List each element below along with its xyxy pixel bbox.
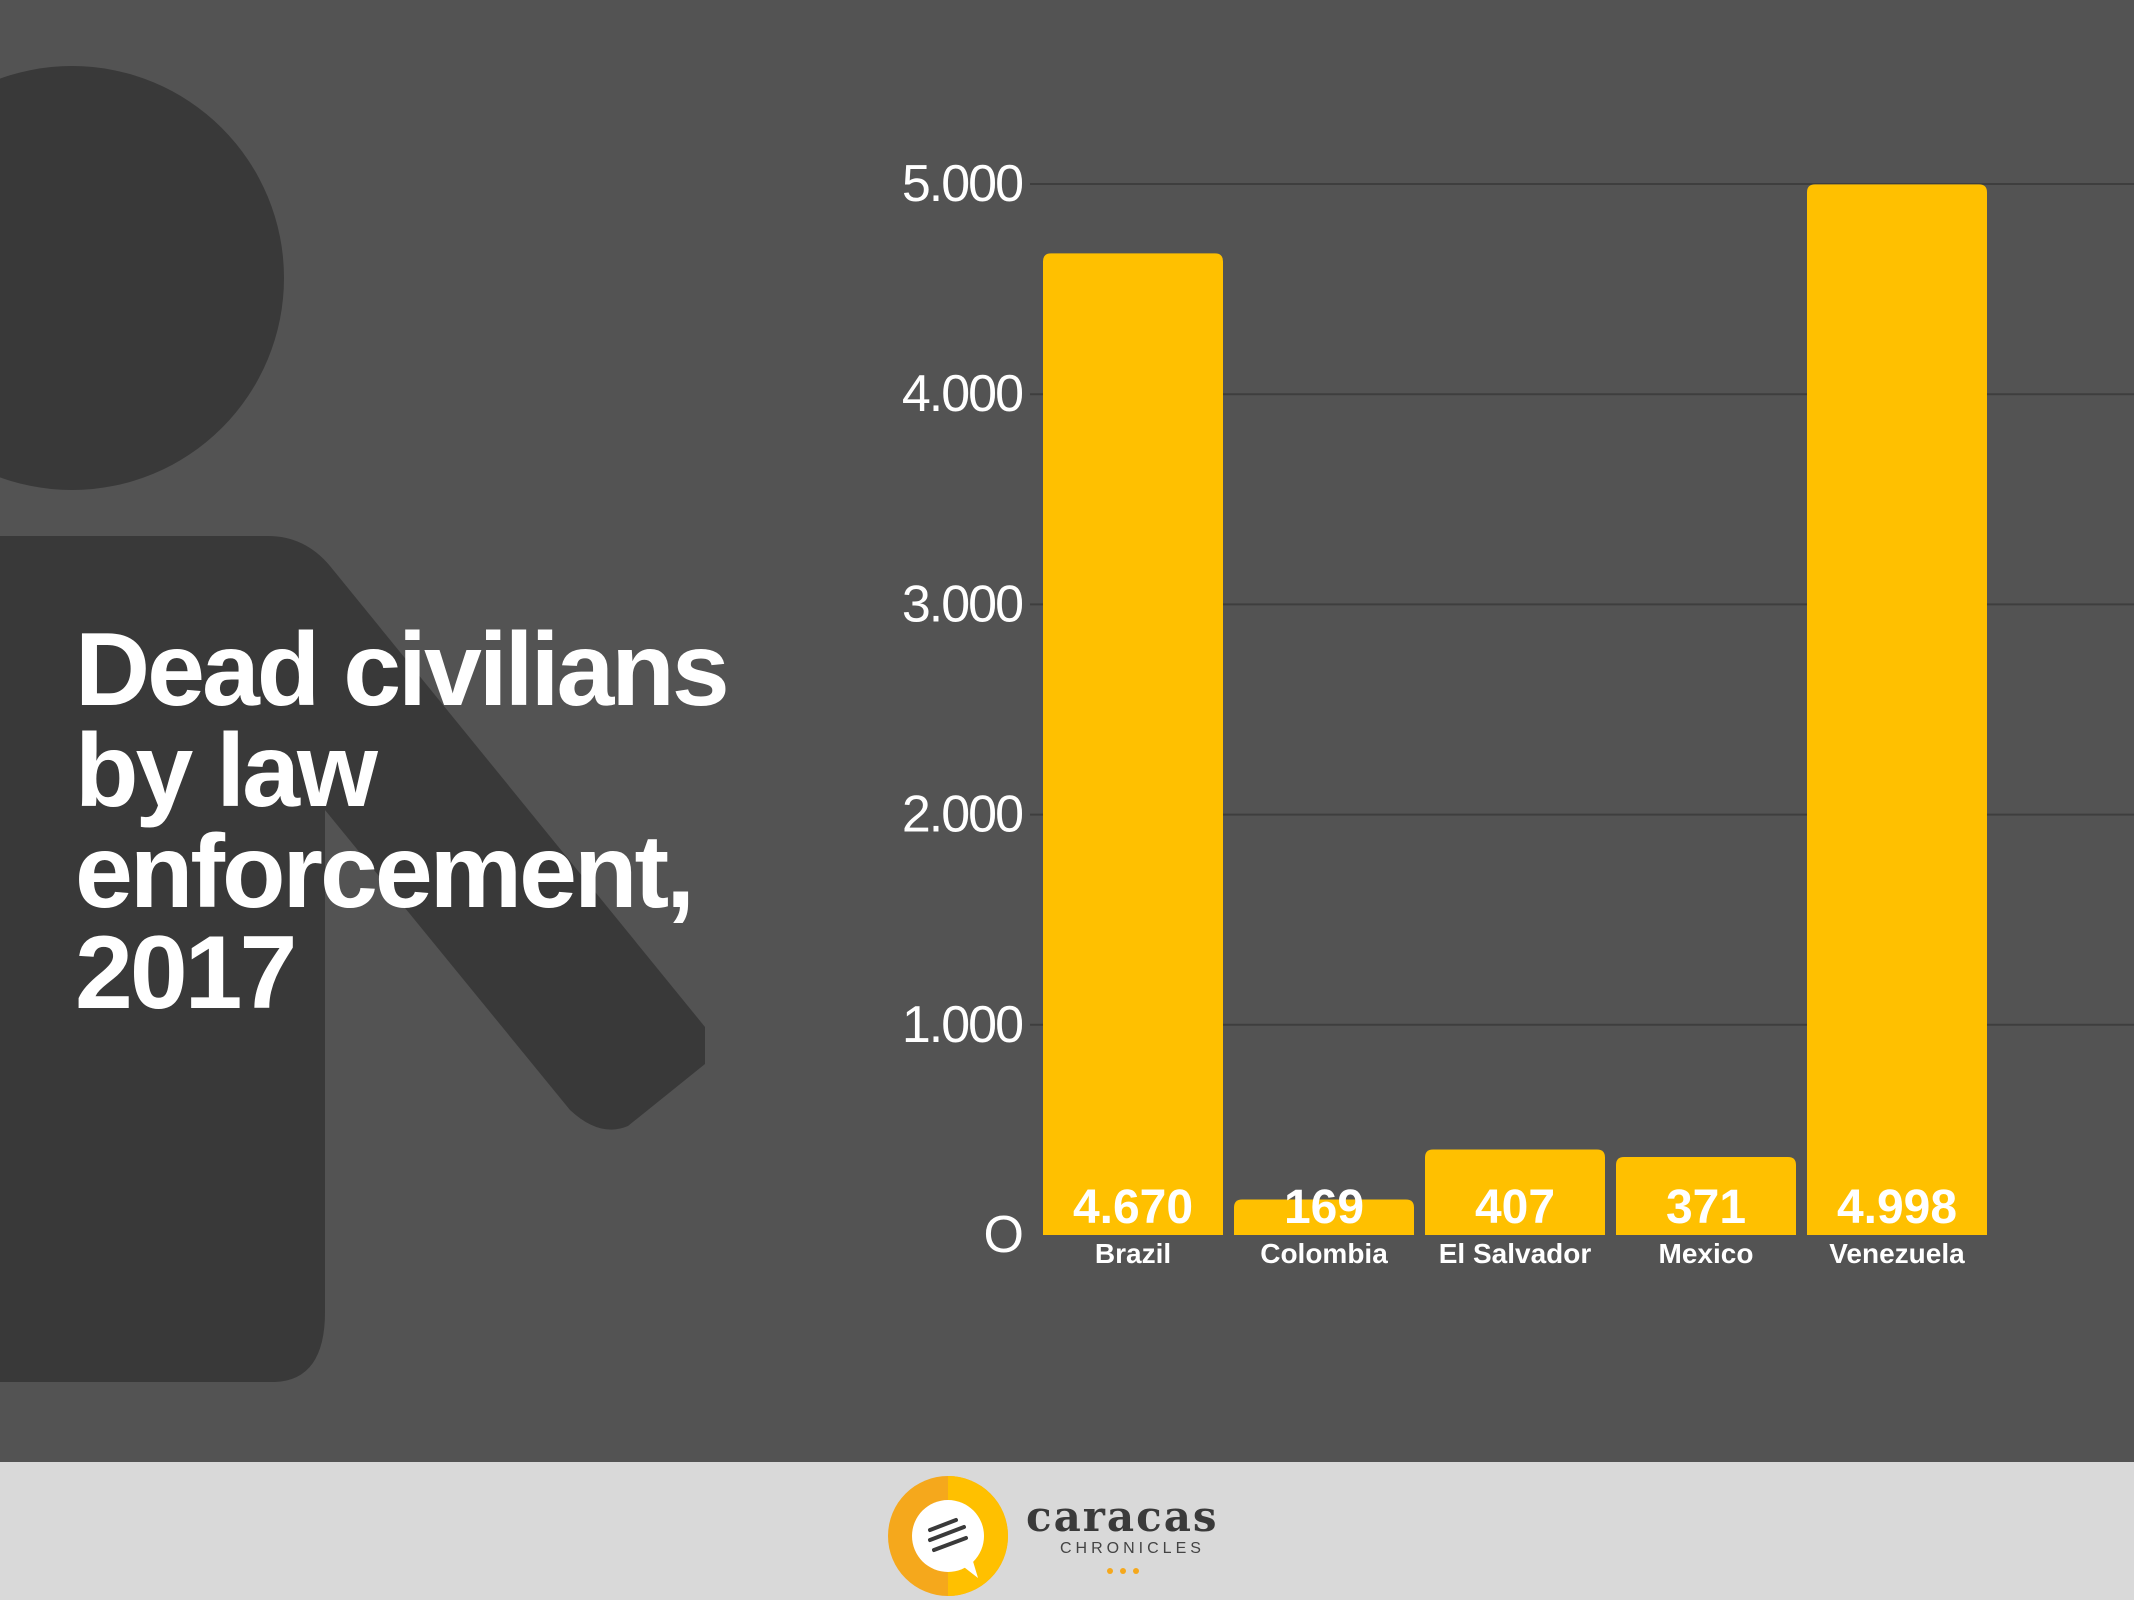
x-tick-label: Mexico — [1659, 1238, 1754, 1269]
value-label: 4.998 — [1837, 1181, 1957, 1234]
value-label: 371 — [1666, 1181, 1746, 1234]
y-tick-label: 4.000 — [902, 365, 1022, 423]
value-label: 169 — [1284, 1181, 1364, 1234]
value-labels: 4.670 169 407 371 4.998 — [1073, 1181, 1957, 1234]
value-label: 407 — [1475, 1181, 1555, 1234]
x-axis-category-labels: Brazil Colombia El Salvador Mexico Venezuela — [1095, 1238, 1965, 1269]
bar-venezuela — [1807, 184, 1987, 1235]
bars — [1043, 184, 1987, 1236]
bar-mexico — [1616, 1157, 1796, 1235]
brand-dots-icon — [1107, 1568, 1139, 1574]
bar-colombia — [1234, 1199, 1414, 1235]
speech-bubble-icon — [888, 1476, 1008, 1596]
x-tick-label: Venezuela — [1829, 1238, 1965, 1269]
bar-el-salvador — [1425, 1149, 1605, 1235]
x-tick-label: Brazil — [1095, 1238, 1171, 1269]
y-tick-label: 5.000 — [902, 155, 1022, 213]
value-label: 4.670 — [1073, 1181, 1193, 1234]
bar-brazil — [1043, 253, 1223, 1236]
bar-chart: O 1.000 2.000 3.000 4.000 5.000 4.670 169 407 37… — [902, 155, 2134, 1269]
y-tick-label: O — [984, 1206, 1022, 1264]
y-axis-tick-labels: O 1.000 2.000 3.000 4.000 5.000 — [902, 155, 1024, 1264]
chart-title: Dead civilians by law enforcement, 2017 — [75, 612, 730, 1031]
brand-subtitle: CHRONICLES — [1060, 1540, 1205, 1557]
footer-band — [0, 1462, 2134, 1600]
brand-wordmark: caracas — [1026, 1492, 1219, 1541]
x-tick-label: Colombia — [1260, 1238, 1388, 1269]
person-silhouette-icon — [0, 66, 705, 1382]
y-tick-label: 2.000 — [902, 786, 1022, 844]
y-tick-label: 1.000 — [902, 996, 1022, 1054]
x-tick-label: El Salvador — [1439, 1238, 1592, 1269]
y-tick-label: 3.000 — [902, 575, 1022, 633]
